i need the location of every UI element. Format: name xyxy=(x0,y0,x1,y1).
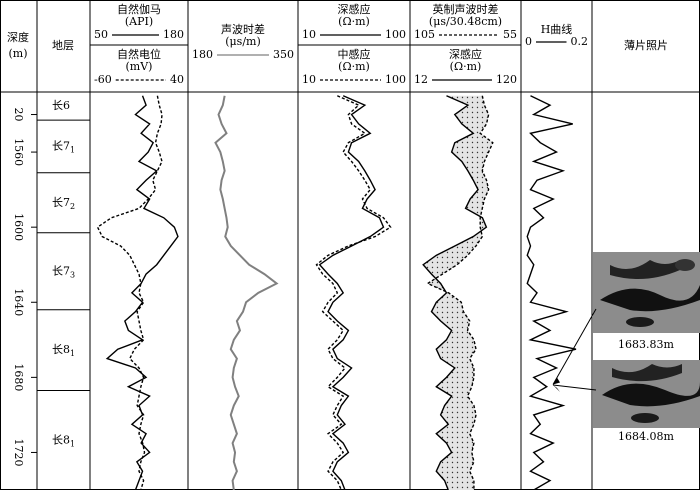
curve xyxy=(315,95,392,490)
depth-unit: (m) xyxy=(8,47,27,60)
photo-arrow xyxy=(552,384,597,391)
strata-label: 长6 xyxy=(52,99,70,112)
scale-max: 40 xyxy=(170,73,184,86)
column-rules xyxy=(36,0,593,490)
strata-name: 长8 xyxy=(52,433,70,446)
curve-name: 声波时差 xyxy=(221,22,265,36)
curve xyxy=(96,95,163,490)
curve-unit: (mV) xyxy=(126,60,153,73)
strata-sub: 1 xyxy=(70,145,75,154)
photo-arrow xyxy=(552,308,597,385)
scale-min: 50 xyxy=(94,28,108,41)
curve-unit: (Ω·m) xyxy=(338,60,370,73)
curve-name: 自然伽马 xyxy=(117,2,161,16)
curve-name: 自然电位 xyxy=(117,47,161,61)
strata-label: 长73 xyxy=(52,264,75,279)
scale-min: 180 xyxy=(192,48,213,61)
arrow-head xyxy=(553,377,560,385)
photo-2 xyxy=(593,360,700,428)
curve-name: 深感应 xyxy=(449,47,482,61)
strata-sub: 1 xyxy=(70,349,75,358)
arrow-head xyxy=(553,385,560,393)
y-tick-label: 1680 xyxy=(12,363,25,391)
photo-caption: 1683.83m xyxy=(618,338,674,351)
curve xyxy=(526,95,577,490)
strata-label: 长81 xyxy=(52,343,75,358)
scale-min: 12 xyxy=(414,73,428,86)
scale-max: 0.2 xyxy=(571,35,589,48)
y-tick-label: 1720 xyxy=(12,438,25,466)
strata-sub: 3 xyxy=(70,270,75,279)
y-tick-label: 1600 xyxy=(12,213,25,241)
curve xyxy=(105,95,179,490)
strata-name: 长6 xyxy=(52,99,70,112)
scale-min: 0 xyxy=(525,35,532,48)
curve xyxy=(214,95,279,490)
curve-unit: (μs/m) xyxy=(225,35,261,48)
curve xyxy=(318,95,385,490)
strata-sub: 1 xyxy=(70,439,75,448)
scale-max: 100 xyxy=(385,28,406,41)
curve-unit: (μs/30.48cm) xyxy=(429,15,502,28)
y-tick-label: 1560 xyxy=(12,138,25,166)
fill-area xyxy=(423,95,493,490)
scale-min: 105 xyxy=(414,28,435,41)
scale-max: 350 xyxy=(273,48,294,61)
photo-title: 薄片照片 xyxy=(624,38,668,52)
scale-max: 55 xyxy=(503,28,517,41)
curve-name: 深感应 xyxy=(338,2,371,16)
scale-min: 10 xyxy=(302,73,316,86)
strata-label: 长81 xyxy=(52,433,75,448)
strata-name: 长7 xyxy=(52,139,70,152)
strata-name: 长7 xyxy=(52,196,70,209)
scale-max: 120 xyxy=(496,73,517,86)
curve xyxy=(422,95,488,490)
scale-min: -60 xyxy=(94,73,112,86)
curve-unit: (API) xyxy=(125,15,153,28)
scale-min: 10 xyxy=(302,28,316,41)
y-tick-label: 1640 xyxy=(12,288,25,316)
strata-title: 地层 xyxy=(52,39,74,52)
curve-unit: (Ω·m) xyxy=(450,60,482,73)
strata-name: 长7 xyxy=(52,264,70,277)
y-tick-label: 20 xyxy=(12,108,25,122)
photo-1 xyxy=(593,252,700,333)
scale-max: 180 xyxy=(163,28,184,41)
curve-name: H曲线 xyxy=(541,22,573,36)
strata-name: 长8 xyxy=(52,343,70,356)
strata-label: 长72 xyxy=(52,196,75,211)
curve-unit: (Ω·m) xyxy=(338,15,370,28)
strata-label: 长71 xyxy=(52,139,75,154)
curve-name: 英制声波时差 xyxy=(433,2,499,16)
curve-name: 中感应 xyxy=(338,47,371,61)
depth-title: 深度 xyxy=(7,30,29,44)
scale-max: 100 xyxy=(385,73,406,86)
strata-sub: 2 xyxy=(70,202,75,211)
photo-caption: 1684.08m xyxy=(618,430,674,443)
curve xyxy=(426,95,494,490)
